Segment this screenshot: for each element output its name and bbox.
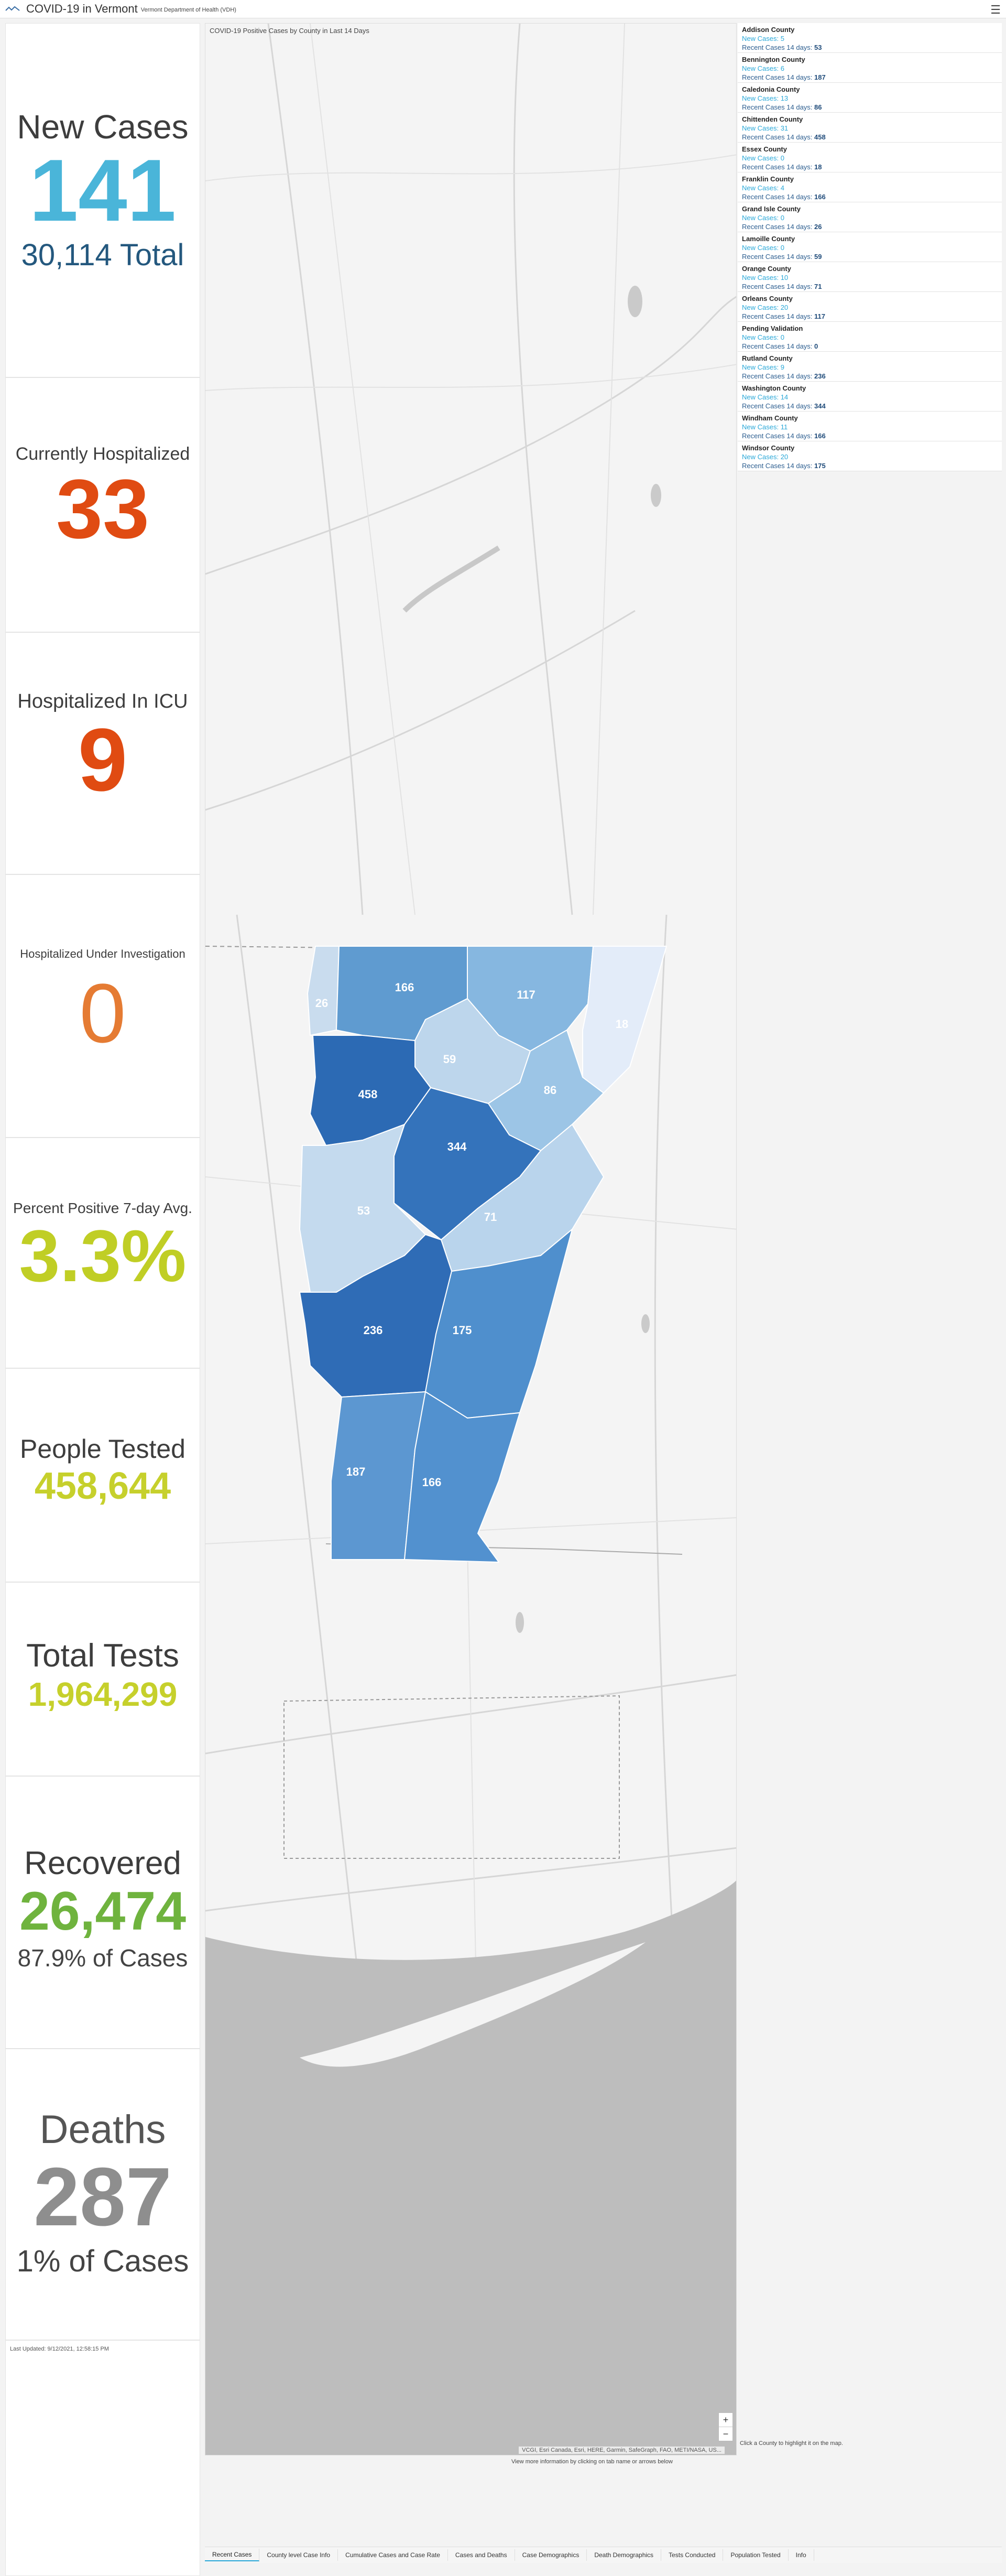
app-title: COVID-19 in Vermont xyxy=(26,2,138,15)
map-title: COVID-19 Positive Cases by County in Las… xyxy=(210,27,369,35)
last-updated-text: Last Updated: 9/12/2021, 12:58:15 PM xyxy=(10,2346,109,2352)
label-caledonia: 86 xyxy=(544,1084,556,1097)
county-list-item[interactable]: Bennington County New Cases: 6 Recent Case… xyxy=(738,53,1002,83)
county-list-item[interactable]: Franklin County New Cases: 4 Recent Cases … xyxy=(738,172,1002,202)
county-grand-isle xyxy=(307,946,340,1036)
percent-positive-label: Percent Positive 7-day Avg. xyxy=(13,1200,192,1216)
label-rutland: 236 xyxy=(364,1324,383,1337)
tab-death-demographics[interactable]: Death Demographics xyxy=(587,2549,662,2561)
county-list-item[interactable]: Rutland County New Cases: 9 Recent Cases 1… xyxy=(738,352,1002,382)
new-cases-card: New Cases 141 30,114 Total xyxy=(5,23,200,377)
basemap: 26 166 117 18 59 458 86 344 53 71 236 17… xyxy=(205,24,736,2455)
deaths-label: Deaths xyxy=(39,2107,166,2152)
label-franklin: 166 xyxy=(395,981,414,994)
investigation-card: Hospitalized Under Investigation 0 xyxy=(5,874,200,1138)
new-cases-value: 141 xyxy=(29,141,177,240)
app-header: COVID-19 in Vermont Vermont Department o… xyxy=(0,0,1006,18)
recovered-value: 26,474 xyxy=(19,1881,187,1942)
icu-label: Hospitalized In ICU xyxy=(17,690,188,712)
county-list-item[interactable]: Lamoille County New Cases: 0 Recent Cases … xyxy=(738,232,1002,262)
deaths-value: 287 xyxy=(34,2151,172,2243)
investigation-value: 0 xyxy=(79,966,126,1060)
map-hint: Click a County to highlight it on the ma… xyxy=(740,2440,843,2447)
label-washington: 344 xyxy=(447,1140,467,1153)
total-tests-value: 1,964,299 xyxy=(28,1675,178,1713)
recovered-card: Recovered 26,474 87.9% of Cases xyxy=(5,1776,200,2049)
tab-case-demographics[interactable]: Case Demographics xyxy=(515,2549,587,2561)
hamburger-menu-icon[interactable]: ☰ xyxy=(990,3,1001,16)
hospitalized-label: Currently Hospitalized xyxy=(15,444,190,464)
tab-info[interactable]: Info xyxy=(789,2549,814,2561)
tab-recent-cases[interactable]: Recent Cases xyxy=(205,2549,260,2561)
app-subtitle: Vermont Department of Health (VDH) xyxy=(140,7,236,13)
zoom-in-button[interactable]: + xyxy=(719,2413,732,2427)
new-cases-label: New Cases xyxy=(17,108,189,146)
county-list-item[interactable]: Addison County New Cases: 5 Recent Cases 1… xyxy=(738,23,1002,53)
recovered-label: Recovered xyxy=(24,1845,181,1881)
new-cases-total: 30,114 Total xyxy=(21,238,184,272)
county-list: Addison County New Cases: 5 Recent Cases 1… xyxy=(738,23,1002,471)
tabs-info-text: View more information by clicking on tab… xyxy=(511,2459,673,2465)
investigation-label: Hospitalized Under Investigation xyxy=(20,947,185,960)
county-list-item[interactable]: Washington County New Cases: 14 Recent Cas… xyxy=(738,382,1002,412)
deaths-card: Deaths 287 1% of Cases xyxy=(5,2049,200,2340)
tab-cumulative-cases[interactable]: Cumulative Cases and Case Rate xyxy=(338,2549,448,2561)
percent-positive-value: 3.3% xyxy=(19,1215,187,1297)
tab-cases-and-deaths[interactable]: Cases and Deaths xyxy=(448,2549,515,2561)
deaths-percent: 1% of Cases xyxy=(16,2244,189,2278)
label-lamoille: 59 xyxy=(443,1053,456,1066)
label-bennington: 187 xyxy=(346,1465,366,1478)
county-list-item[interactable]: Windsor County New Cases: 20 Recent Cases … xyxy=(738,441,1002,471)
people-tested-label: People Tested xyxy=(20,1434,185,1464)
people-tested-value: 458,644 xyxy=(34,1465,171,1507)
county-list-item[interactable]: Orange County New Cases: 10 Recent Cases 1… xyxy=(738,262,1002,292)
county-map[interactable]: COVID-19 Positive Cases by County in Las… xyxy=(205,23,737,2455)
county-list-item[interactable]: Pending Validation New Cases: 0 Recent Cas… xyxy=(738,322,1002,352)
county-list-item[interactable]: Chittenden County New Cases: 31 Recent Cas… xyxy=(738,113,1002,143)
hospitalized-value: 33 xyxy=(56,462,149,556)
label-windsor: 175 xyxy=(453,1324,472,1337)
tab-county-level-case-info[interactable]: County level Case Info xyxy=(259,2549,338,2561)
label-orleans: 117 xyxy=(517,988,535,1001)
percent-positive-card: Percent Positive 7-day Avg. 3.3% xyxy=(5,1138,200,1368)
county-list-item[interactable]: Grand Isle County New Cases: 0 Recent Case… xyxy=(738,202,1002,232)
hospitalized-card: Currently Hospitalized 33 xyxy=(5,377,200,632)
tab-tests-conducted[interactable]: Tests Conducted xyxy=(661,2549,724,2561)
label-grand-isle: 26 xyxy=(315,997,328,1010)
county-list-item[interactable]: Windham County New Cases: 11 Recent Cases … xyxy=(738,412,1002,441)
total-tests-label: Total Tests xyxy=(26,1638,179,1674)
label-essex: 18 xyxy=(616,1018,628,1031)
people-tested-card: People Tested 458,644 xyxy=(5,1368,200,1582)
total-tests-card: Total Tests 1,964,299 xyxy=(5,1582,200,1776)
county-windham xyxy=(404,1391,520,1563)
county-list-item[interactable]: Caledonia County New Cases: 13 Recent Case… xyxy=(738,83,1002,113)
county-list-item[interactable]: Orleans County New Cases: 20 Recent Cases … xyxy=(738,292,1002,322)
tab-bar: Recent Cases County level Case Info Cumu… xyxy=(205,2547,1002,2563)
tab-population-tested[interactable]: Population Tested xyxy=(723,2549,789,2561)
label-windham: 166 xyxy=(422,1476,442,1489)
county-list-item[interactable]: Essex County New Cases: 0 Recent Cases 14 … xyxy=(738,143,1002,172)
map-attribution: VCGI, Esri Canada, Esri, HERE, Garmin, S… xyxy=(519,2447,725,2454)
icu-value: 9 xyxy=(78,710,128,810)
recovered-percent: 87.9% of Cases xyxy=(17,1944,188,1972)
label-chittenden: 458 xyxy=(358,1088,378,1101)
vdh-logo-icon xyxy=(5,6,20,11)
label-addison: 53 xyxy=(357,1204,370,1217)
zoom-controls: + − xyxy=(718,2412,733,2441)
icu-card: Hospitalized In ICU 9 xyxy=(5,632,200,874)
zoom-out-button[interactable]: − xyxy=(723,2429,729,2439)
last-updated-panel: Last Updated: 9/12/2021, 12:58:15 PM xyxy=(5,2340,200,2576)
label-orange: 71 xyxy=(484,1210,497,1224)
